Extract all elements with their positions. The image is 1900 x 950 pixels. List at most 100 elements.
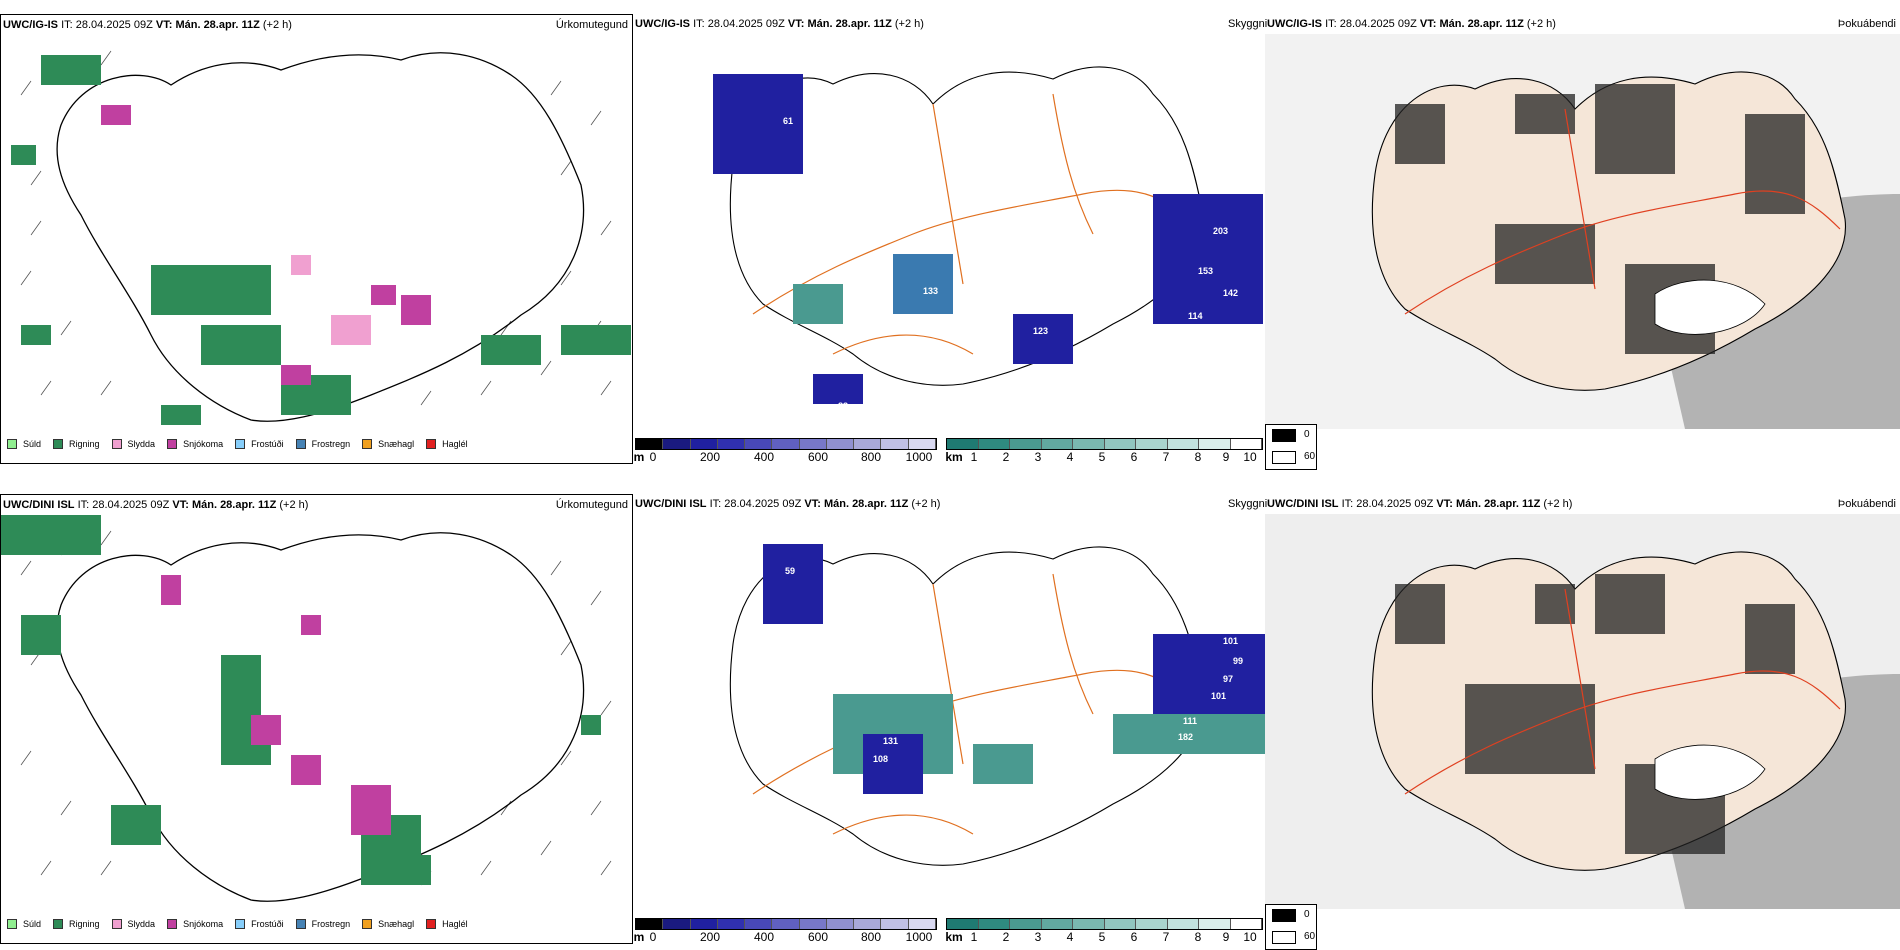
vis-colorbar	[946, 438, 1263, 450]
roads	[752, 573, 1194, 835]
fog-panel-1: UWC/IG-IS IT: 28.04.2025 09Z VT: Mán. 28…	[1265, 14, 1900, 470]
roads	[1404, 108, 1841, 315]
colorbar-segment	[908, 919, 936, 929]
colorbar-segment	[799, 919, 827, 929]
roads	[752, 93, 1194, 355]
legend-item: Súld	[7, 919, 41, 929]
field-name: Úrkomutegund	[555, 499, 628, 511]
fog-map	[1265, 514, 1900, 909]
colorbar-segment	[1230, 439, 1262, 449]
legend-item: Frostúði	[235, 919, 284, 929]
cloud-value: 108	[873, 754, 888, 764]
wind-barbs	[20, 530, 612, 886]
colorbar-segment	[978, 919, 1010, 929]
colorbar-segment	[1104, 919, 1136, 929]
cloud-value: 111	[1183, 716, 1197, 726]
colorbar-segment	[1167, 919, 1199, 929]
cloud-value: 97	[1223, 674, 1233, 684]
colorbar-segment	[663, 439, 691, 449]
colorbar-segment	[881, 439, 909, 449]
fog-map	[1265, 34, 1900, 429]
legend-swatch	[53, 439, 64, 449]
cloud-value: 153	[1198, 266, 1213, 276]
colorbar-segment	[636, 439, 664, 449]
legend-item: Frostregn	[295, 919, 350, 929]
colorbar-segment	[854, 919, 882, 929]
colorbar-segment	[947, 439, 979, 449]
precip-map	[11, 50, 631, 425]
field-name: Þokuábendi	[1837, 498, 1896, 510]
panel-header: UWC/IG-IS IT: 28.04.2025 09Z VT: Mán. 28…	[3, 19, 292, 31]
colorbar-segment	[772, 919, 800, 929]
legend-swatch	[7, 439, 17, 449]
panel-header: UWC/DINI ISL IT: 28.04.2025 09Z VT: Mán.…	[1267, 498, 1573, 510]
colorbar-segment	[826, 439, 855, 449]
legend-swatch	[235, 919, 246, 929]
height-ticks: m 0 200 400 600 800 1000	[633, 930, 933, 944]
legend-item: Frostúði	[235, 439, 284, 449]
cloud-value: 142	[1223, 288, 1238, 298]
cloud-value: 101	[1223, 636, 1238, 646]
cloud-value: 123	[1033, 326, 1048, 336]
cloud-value: 182	[1178, 732, 1193, 742]
cloud-base-areas	[763, 544, 1265, 794]
precip-map	[1, 515, 612, 902]
legend-item: Haglél	[426, 919, 468, 929]
legend-item: Slydda	[111, 919, 155, 929]
colorbar-segment	[978, 439, 1010, 449]
vis-unit: km	[945, 930, 963, 944]
height-unit: m	[633, 930, 645, 944]
colorbar-segment	[1104, 439, 1136, 449]
vis-colorbar	[946, 918, 1263, 930]
colorbar-segment	[772, 439, 800, 449]
colorbar-segment	[1230, 919, 1262, 929]
legend-item: Rigning	[53, 919, 100, 929]
colorbar-segment	[1010, 919, 1042, 929]
cloud-panel-2: UWC/DINI ISL IT: 28.04.2025 09Z VT: Mán.…	[633, 494, 1267, 944]
fog-panel-2: UWC/DINI ISL IT: 28.04.2025 09Z VT: Mán.…	[1265, 494, 1900, 950]
legend-swatch	[362, 919, 373, 929]
legend-item: Súld	[7, 439, 41, 449]
legend-item: Rigning	[53, 439, 100, 449]
colorbar-segment	[1073, 439, 1105, 449]
fog-legend: 0 60	[1265, 904, 1317, 950]
field-name: Úrkomutegund	[555, 19, 628, 31]
glacier	[1654, 744, 1766, 800]
field-name: Þokuábendi	[1837, 18, 1896, 30]
height-colorbar	[635, 918, 937, 930]
colorbar-segment	[717, 439, 746, 449]
legend-swatch	[53, 919, 64, 929]
height-colorbar	[635, 438, 937, 450]
cloud-panel-1: UWC/IG-IS IT: 28.04.2025 09Z VT: Mán. 28…	[633, 14, 1267, 464]
legend-item: Snjókoma	[167, 439, 223, 449]
legend-swatch	[111, 919, 122, 929]
legend-item: Snæhagl	[362, 439, 414, 449]
fog-legend: 0 60	[1265, 424, 1317, 470]
cloud-value: 59	[785, 566, 795, 576]
legend-swatch	[295, 919, 306, 929]
cloud-value: 190	[763, 176, 778, 186]
colorbar-segment	[1136, 919, 1168, 929]
height-ticks: m 0 200 400 600 800 1000	[633, 450, 933, 464]
fog-legend-white	[1272, 931, 1296, 944]
legend-item: Frostregn	[295, 439, 350, 449]
cloud-value: 61	[783, 116, 793, 126]
snow-areas	[161, 575, 391, 835]
colorbar-segment	[1041, 439, 1073, 449]
panel-header: UWC/IG-IS IT: 28.04.2025 09Z VT: Mán. 28…	[1267, 18, 1556, 30]
legend-swatch	[426, 439, 437, 449]
vis-unit: km	[945, 450, 963, 464]
colorbar-segment	[854, 439, 882, 449]
colorbar-segment	[1041, 919, 1073, 929]
iceland-outline	[56, 52, 585, 422]
colorbar-segment	[1167, 439, 1199, 449]
colorbar-segment	[799, 439, 827, 449]
precip-legend: Súld Rigning Slydda Snjókoma Frostúði Fr…	[7, 919, 480, 929]
legend-swatch	[111, 439, 122, 449]
height-unit: m	[633, 450, 645, 464]
colorbar-segment	[908, 439, 936, 449]
legend-swatch	[295, 439, 306, 449]
precip-legend: Súld Rigning Slydda Snjókoma Frostúði Fr…	[7, 439, 480, 449]
legend-swatch	[167, 439, 178, 449]
legend-swatch	[426, 919, 437, 929]
